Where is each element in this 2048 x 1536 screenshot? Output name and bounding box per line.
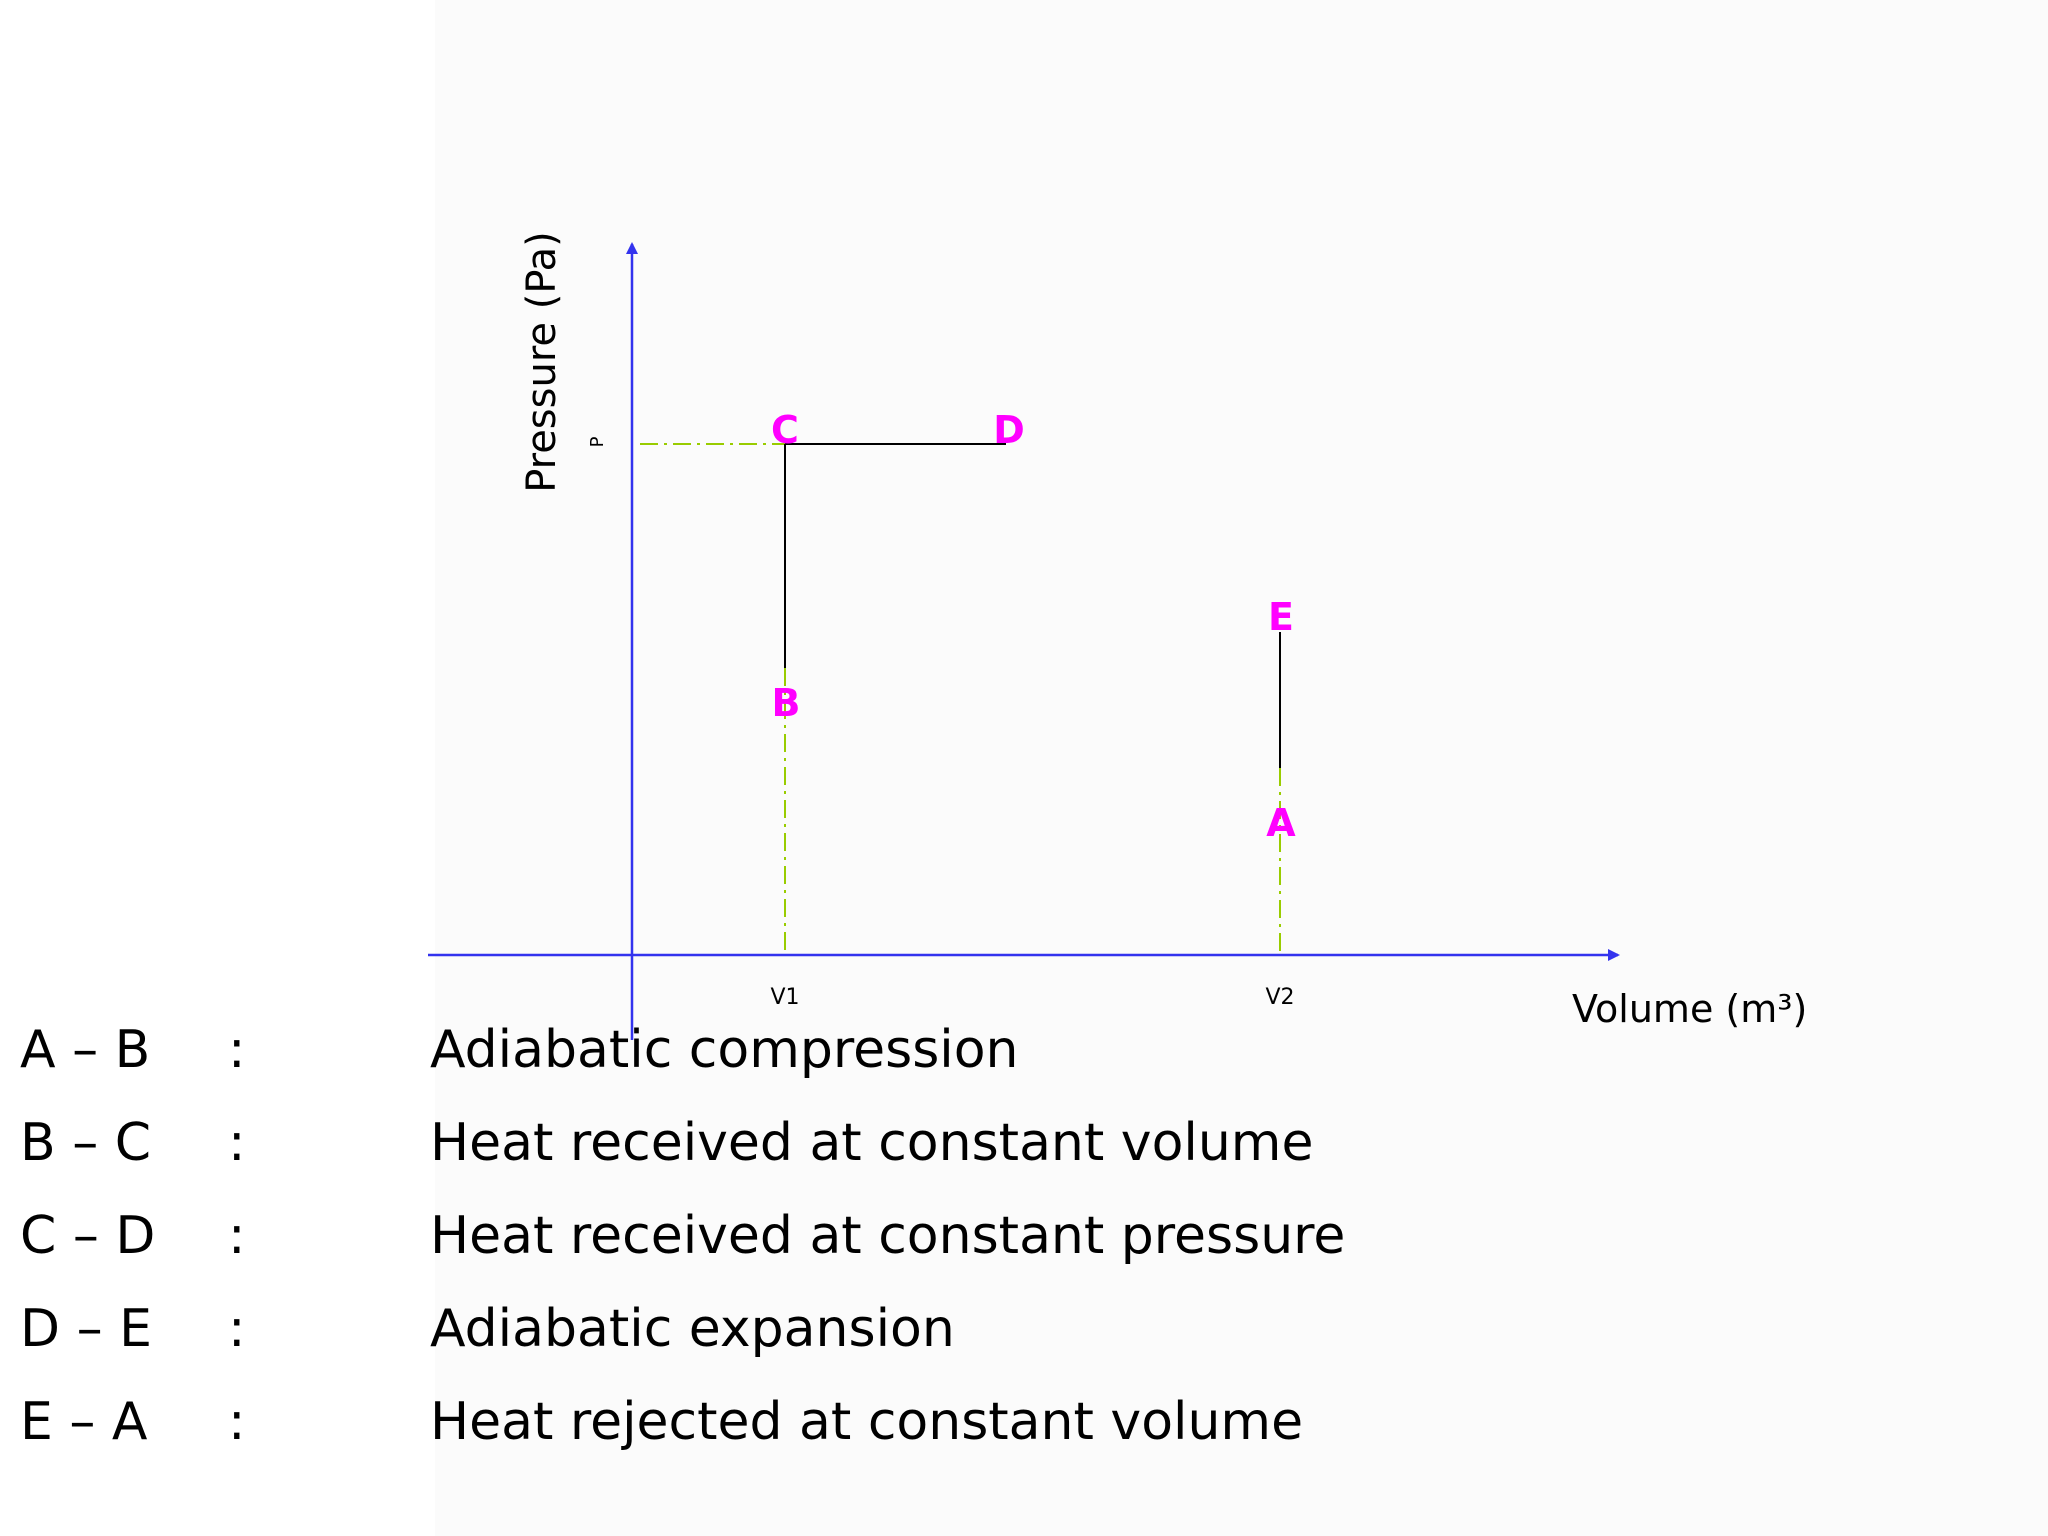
slide-background [435, 0, 2048, 1536]
legend-description: Heat rejected at constant volume [430, 1392, 1304, 1452]
legend-row-c-d: C – D : Heat received at constant pressu… [0, 1201, 1500, 1271]
y-axis-label: Pressure (Pa) [519, 231, 565, 493]
legend-row-b-c: B – C : Heat received at constant volume [0, 1108, 1500, 1178]
pressure-tick-label: P [587, 436, 608, 447]
legend-row-e-a: E – A : Heat rejected at constant volume [0, 1387, 1500, 1457]
v2-tick-label: V2 [1265, 985, 1294, 1010]
legend-colon: : [228, 1020, 246, 1080]
legend-colon: : [228, 1392, 246, 1452]
v1-tick-label: V1 [770, 985, 799, 1010]
legend-row-a-b: A – B : Adiabatic compression [0, 1015, 1500, 1085]
legend-step: C – D [20, 1206, 156, 1266]
legend-row-d-e: D – E : Adiabatic expansion [0, 1294, 1500, 1364]
legend-step: B – C [20, 1113, 152, 1173]
legend-step: D – E [20, 1299, 152, 1359]
legend-step: A – B [20, 1020, 151, 1080]
legend-colon: : [228, 1206, 246, 1266]
legend-colon: : [228, 1113, 246, 1173]
point-label-e: E [1268, 595, 1294, 639]
legend-description: Heat received at constant pressure [430, 1206, 1346, 1266]
legend-description: Adiabatic expansion [430, 1299, 955, 1359]
point-label-c: C [771, 408, 799, 452]
point-label-d: D [993, 408, 1025, 452]
legend-step: E – A [20, 1392, 148, 1452]
point-label-a: A [1266, 801, 1296, 845]
point-label-b: B [772, 681, 801, 725]
legend-colon: : [228, 1299, 246, 1359]
legend-description: Adiabatic compression [430, 1020, 1019, 1080]
legend-description: Heat received at constant volume [430, 1113, 1314, 1173]
x-axis-label: Volume (m³) [1572, 987, 1807, 1031]
